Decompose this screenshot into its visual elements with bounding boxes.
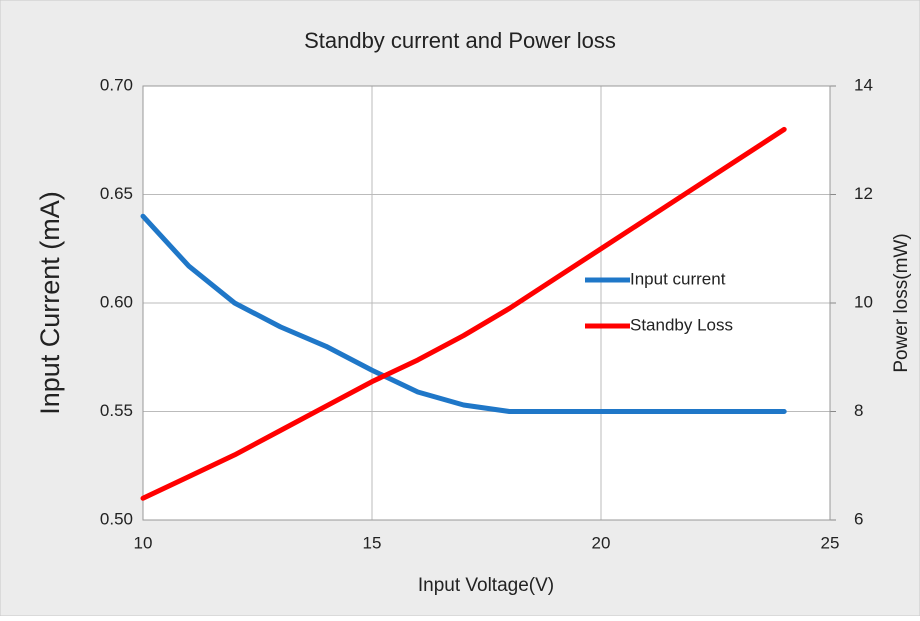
y-tick-label: 0.70 — [100, 75, 133, 94]
legend-label: Standby Loss — [630, 315, 733, 334]
legend-label: Input current — [630, 269, 726, 288]
x-axis-title: Input Voltage(V) — [418, 575, 554, 596]
y2-tick-label: 10 — [854, 292, 873, 311]
series-line — [140, 126, 787, 501]
x-tick-label: 20 — [592, 533, 611, 552]
series-line — [140, 213, 787, 414]
y2-tick-label: 8 — [854, 401, 863, 420]
y-tick-label: 0.55 — [100, 401, 133, 420]
y2-tick-label: 6 — [854, 509, 863, 528]
y2-axis-title: Power loss(mW) — [891, 233, 912, 372]
plot-border — [142, 85, 831, 521]
y2-tick-label: 14 — [854, 75, 873, 94]
y2-tick-label: 12 — [854, 184, 873, 203]
x-tick-label: 15 — [363, 533, 382, 552]
y-axis-title: Input Current (mA) — [35, 191, 65, 415]
chart-title: Standby current and Power loss — [304, 28, 616, 53]
x-tick-label: 25 — [821, 533, 840, 552]
x-tick-label: 10 — [134, 533, 153, 552]
y-tick-label: 0.60 — [100, 292, 133, 311]
y-tick-label: 0.65 — [100, 184, 133, 203]
y-tick-label: 0.50 — [100, 509, 133, 528]
